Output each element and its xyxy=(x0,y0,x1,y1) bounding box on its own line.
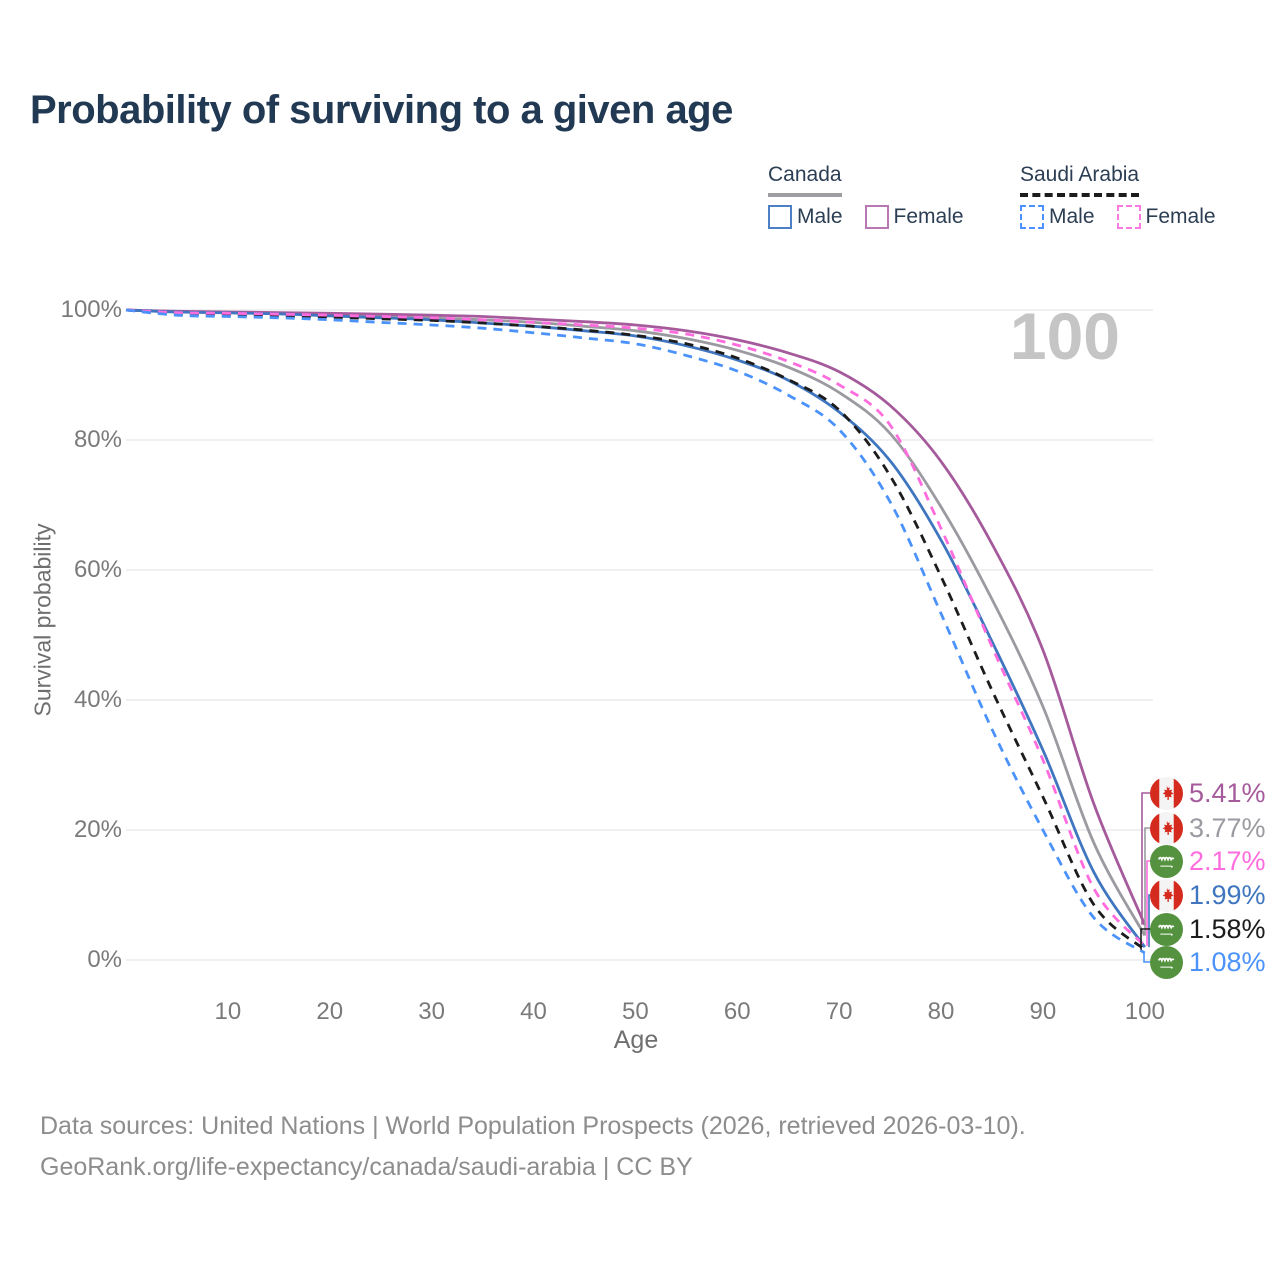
legend-header-saudi-arabia[interactable]: Saudi Arabia xyxy=(1020,163,1140,197)
series-line-canada-female[interactable] xyxy=(125,308,1147,926)
leader-line xyxy=(1140,928,1151,950)
y-tick-label: 0% xyxy=(87,946,122,973)
x-tick-label: 40 xyxy=(520,998,547,1025)
legend-item-label: Female xyxy=(1145,205,1216,228)
saudi-male-swatch-icon xyxy=(1020,205,1044,229)
legend-item-canada-male[interactable]: Male xyxy=(768,205,843,229)
chart-title: Probability of surviving to a given age xyxy=(30,88,733,132)
end-value: 1.08% xyxy=(1189,946,1266,977)
saudi-arabia-flag-icon xyxy=(1150,844,1183,878)
x-tick-label: 100 xyxy=(1124,998,1165,1025)
x-tick-label: 10 xyxy=(214,998,242,1025)
end-value: 1.99% xyxy=(1189,879,1266,910)
end-value: 5.41% xyxy=(1189,777,1266,808)
series-line-saudi-arabia-female[interactable] xyxy=(125,308,1146,947)
saudi-arabia-flag-icon xyxy=(1150,912,1183,946)
leader-line xyxy=(1141,792,1151,925)
series-line-saudi-arabia-male[interactable] xyxy=(125,308,1146,955)
leader-line xyxy=(1146,860,1151,946)
canada-female-swatch-icon xyxy=(864,205,889,229)
hover-age-watermark: 100 xyxy=(1009,299,1120,373)
canada-flag-icon xyxy=(1150,776,1183,810)
y-tick-label: 100% xyxy=(60,296,122,323)
x-tick-label: 60 xyxy=(723,998,751,1025)
end-label-canada-male: 1.99% xyxy=(1150,878,1266,912)
legend-item-canada-female[interactable]: Female xyxy=(864,205,964,229)
canada-flag-icon xyxy=(1150,811,1183,845)
legend-group-canada: Canada xyxy=(768,163,842,197)
end-value: 1.58% xyxy=(1189,913,1266,944)
end-value: 3.77% xyxy=(1189,812,1266,843)
canada-flag-icon xyxy=(1150,878,1183,912)
y-tick-label: 40% xyxy=(73,686,122,713)
legend-item-saudi-male[interactable]: Male xyxy=(1020,205,1095,229)
end-label-saudi-male: 1.08% xyxy=(1150,945,1266,979)
legend-item-label: Male xyxy=(1049,205,1095,228)
series-line-saudi-arabia-all[interactable] xyxy=(125,308,1146,951)
y-tick-label: 20% xyxy=(73,816,122,843)
footer-line-url[interactable]: GeoRank.org/life-expectancy/canada/saudi… xyxy=(40,1153,693,1181)
series-line-canada-all[interactable] xyxy=(125,308,1147,937)
x-tick-label: 80 xyxy=(927,998,955,1025)
x-tick-label: 50 xyxy=(622,998,649,1025)
leader-line xyxy=(1144,827,1151,936)
x-tick-label: 30 xyxy=(418,998,445,1025)
canada-male-swatch-icon xyxy=(768,205,792,229)
legend-items-canada: Male Female xyxy=(768,205,964,229)
y-axis-title: Survival probability xyxy=(29,523,56,717)
saudi-female-swatch-icon xyxy=(1116,205,1141,229)
x-tick-label: 20 xyxy=(316,998,344,1025)
data-source-footer: Data sources: United Nations | World Pop… xyxy=(40,1106,1026,1188)
end-label-saudi-all: 1.58% xyxy=(1150,912,1266,946)
end-label-canada-all: 3.77% xyxy=(1150,811,1266,845)
footer-line-sources: Data sources: United Nations | World Pop… xyxy=(40,1112,1026,1140)
legend-item-label: Female xyxy=(893,205,964,228)
legend-item-saudi-female[interactable]: Female xyxy=(1116,205,1216,229)
x-tick-label: 90 xyxy=(1029,998,1057,1025)
series-line-canada-male[interactable] xyxy=(125,308,1146,948)
legend-header-canada[interactable]: Canada xyxy=(768,163,842,197)
end-label-canada-female: 5.41% xyxy=(1150,776,1266,810)
end-label-saudi-female: 2.17% xyxy=(1150,844,1266,878)
y-tick-label: 60% xyxy=(73,556,122,583)
x-tick-label: 70 xyxy=(825,998,853,1025)
legend-group-saudi-arabia: Saudi Arabia xyxy=(1020,163,1140,197)
end-value: 2.17% xyxy=(1189,845,1266,876)
y-tick-label: 80% xyxy=(73,426,122,453)
saudi-arabia-flag-icon xyxy=(1150,945,1183,979)
leader-line xyxy=(1143,953,1151,963)
x-axis-title: Age xyxy=(613,1026,659,1054)
legend-items-saudi-arabia: Male Female xyxy=(1020,205,1216,229)
legend-item-label: Male xyxy=(797,205,843,228)
